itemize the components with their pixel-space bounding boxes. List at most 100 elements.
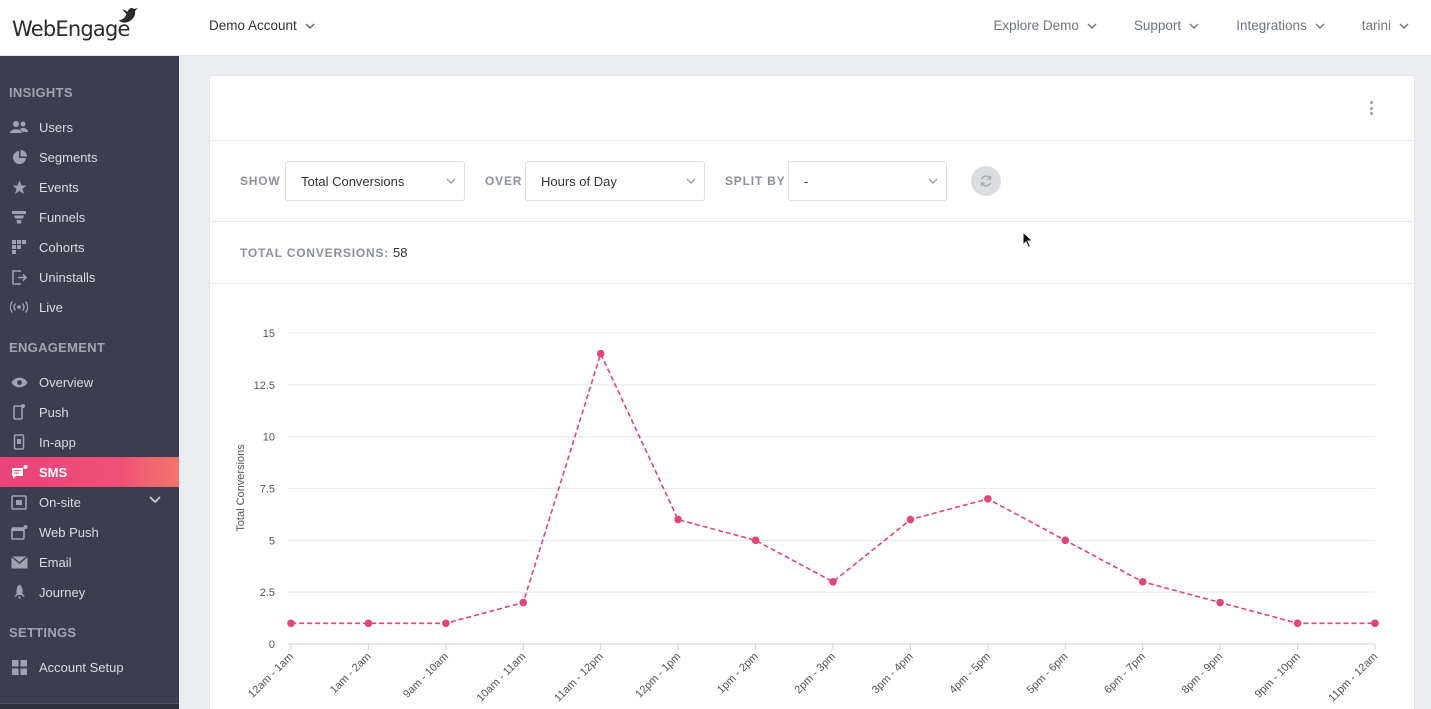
show-select-value: Total Conversions [301, 173, 405, 189]
pie-icon [10, 149, 28, 165]
chevron-down-icon[interactable] [149, 496, 161, 504]
data-point[interactable] [596, 349, 605, 358]
chevron-down-icon [446, 178, 456, 184]
sidebar-item-label: Cohorts [39, 239, 85, 255]
section-settings: SETTINGS [9, 625, 77, 640]
sidebar-item-label: Users [39, 119, 73, 135]
users-icon [10, 119, 28, 135]
sidebar-item-cohorts[interactable]: Cohorts [0, 232, 179, 262]
user-name-label: tarini [1361, 18, 1391, 33]
integrations-menu[interactable]: Integrations [1236, 18, 1325, 33]
more-options-icon[interactable] [1366, 99, 1376, 117]
sidebar-item-label: SMS [39, 464, 68, 480]
sidebar-item-label: Funnels [39, 209, 86, 225]
phone-icon [10, 434, 28, 450]
sidebar-item-journey[interactable]: Journey [0, 577, 179, 607]
data-point[interactable] [1293, 619, 1302, 628]
data-point[interactable] [984, 495, 992, 503]
chevron-down-icon [1189, 23, 1199, 29]
over-select-value: Hours of Day [541, 173, 617, 189]
data-point[interactable] [287, 619, 295, 628]
webengage-logo[interactable]: WebEngage [12, 7, 138, 44]
sidebar: INSIGHTS Users Segments Events Funnels C… [0, 56, 179, 709]
total-conversions-label: TOTAL CONVERSIONS: [240, 246, 390, 260]
analytics-card: SHOW Total Conversions OVER Hours of Day… [209, 75, 1415, 709]
data-point[interactable] [364, 619, 373, 628]
funnel-icon [10, 209, 28, 225]
total-conversions-row: TOTAL CONVERSIONS: 58 [210, 222, 1414, 284]
data-point[interactable] [829, 578, 837, 586]
split-by-label: SPLIT BY [725, 174, 786, 188]
over-select[interactable]: Hours of Day [525, 161, 705, 201]
sidebar-item-overview[interactable]: Overview [0, 367, 179, 397]
chevron-down-icon [1315, 23, 1325, 29]
explore-demo-menu[interactable]: Explore Demo [993, 18, 1097, 33]
sidebar-item-live[interactable]: Live [0, 292, 179, 322]
sidebar-item-label: Push [39, 404, 69, 420]
sidebar-item-in-app[interactable]: In-app [0, 427, 179, 457]
browser-icon [10, 524, 28, 540]
data-point[interactable] [519, 598, 528, 607]
sidebar-item-email[interactable]: Email [0, 547, 179, 577]
mail-icon [10, 554, 28, 570]
sidebar-item-label: In-app [39, 434, 76, 450]
split-by-select[interactable]: - [788, 161, 947, 201]
rocket-icon [10, 584, 28, 600]
account-switcher[interactable]: Demo Account [209, 18, 315, 33]
data-point[interactable] [442, 619, 450, 628]
data-point[interactable] [1216, 598, 1224, 607]
logo-text: WebEngage [12, 17, 130, 41]
sidebar-item-account-setup[interactable]: Account Setup [0, 652, 179, 682]
phone-icon [10, 404, 28, 420]
top-bar: WebEngage Demo Account Explore Demo Supp… [0, 0, 1431, 56]
sidebar-item-label: On-site [39, 494, 81, 510]
sidebar-item-label: Segments [39, 149, 98, 165]
broadcast-icon [10, 299, 28, 315]
sidebar-item-label: Overview [39, 374, 94, 390]
support-label: Support [1133, 18, 1182, 33]
integrations-label: Integrations [1236, 18, 1307, 33]
window-icon [10, 494, 28, 510]
refresh-button[interactable] [971, 166, 1001, 196]
user-menu[interactable]: tarini [1362, 18, 1409, 33]
sidebar-item-funnels[interactable]: Funnels [0, 202, 179, 232]
data-point[interactable] [906, 515, 915, 524]
sidebar-item-label: Uninstalls [39, 269, 96, 285]
grid-icon [10, 239, 28, 255]
sidebar-footer [0, 703, 179, 709]
data-point[interactable] [1371, 619, 1379, 628]
eye-icon [10, 374, 28, 390]
section-insights: INSIGHTS [9, 85, 73, 100]
sidebar-item-users[interactable]: Users [0, 112, 179, 142]
total-conversions-value: 58 [393, 245, 408, 260]
sidebar-item-uninstalls[interactable]: Uninstalls [0, 262, 179, 292]
sidebar-item-segments[interactable]: Segments [0, 142, 179, 172]
star-icon [10, 179, 28, 195]
chat-icon [10, 464, 28, 480]
sidebar-item-on-site[interactable]: On-site [0, 487, 179, 517]
over-label: OVER [485, 174, 523, 188]
chevron-down-icon [305, 23, 315, 29]
query-controls: SHOW Total Conversions OVER Hours of Day… [210, 141, 1414, 222]
chevron-down-icon [1087, 23, 1097, 29]
sidebar-item-push[interactable]: Push [0, 397, 179, 427]
bird-logo-icon [119, 7, 138, 23]
sidebar-item-label: Account Setup [39, 659, 124, 675]
chevron-down-icon [1399, 23, 1409, 29]
data-point[interactable] [1138, 578, 1147, 586]
sidebar-item-web-push[interactable]: Web Push [0, 517, 179, 547]
sidebar-item-label: Events [39, 179, 79, 195]
sidebar-item-label: Web Push [39, 524, 99, 540]
show-select[interactable]: Total Conversions [285, 161, 465, 201]
top-nav: Explore Demo Support Integrations tarini [993, 18, 1409, 33]
sidebar-item-sms[interactable]: SMS [0, 457, 179, 487]
sidebar-item-label: Journey [39, 584, 86, 600]
exit-icon [10, 269, 28, 285]
card-header [210, 76, 1414, 141]
data-point[interactable] [1061, 536, 1070, 545]
support-menu[interactable]: Support [1134, 18, 1199, 33]
sidebar-item-events[interactable]: Events [0, 172, 179, 202]
refresh-icon [980, 175, 992, 187]
data-point[interactable] [674, 515, 682, 524]
data-point[interactable] [751, 536, 760, 545]
